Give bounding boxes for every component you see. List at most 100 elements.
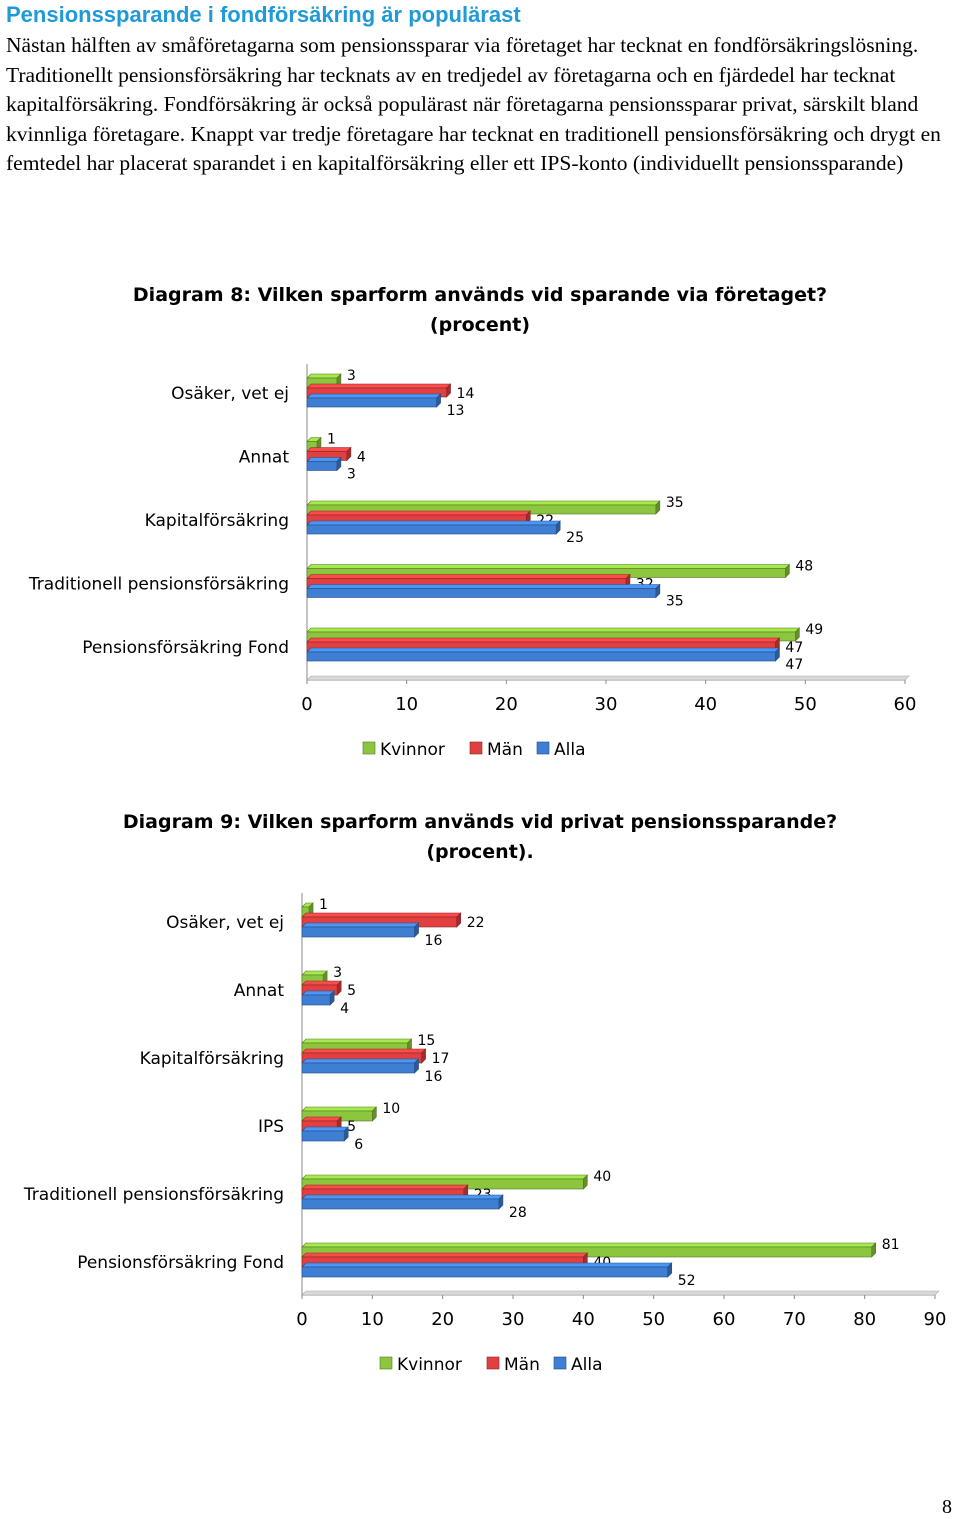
legend-label: Kvinnor xyxy=(397,1355,462,1375)
x-tick-label: 10 xyxy=(361,1309,384,1330)
legend-label: Alla xyxy=(571,1355,603,1375)
legend-swatch xyxy=(469,741,483,755)
data-label: 4 xyxy=(340,1001,349,1017)
x-tick-label: 20 xyxy=(495,694,518,715)
bar-alla xyxy=(301,1126,349,1142)
data-label: 10 xyxy=(382,1101,400,1117)
category-label: Annat xyxy=(239,448,290,468)
chart-9-subtitle: (procent). xyxy=(426,841,534,863)
bar-alla xyxy=(301,990,335,1006)
chart-8-title: Diagram 8: Vilken sparform används vid s… xyxy=(132,284,828,306)
x-tick-label: 80 xyxy=(853,1309,876,1330)
x-tick-label: 10 xyxy=(395,694,418,715)
data-label: 35 xyxy=(666,495,684,511)
data-label: 1 xyxy=(327,432,336,448)
data-label: 47 xyxy=(785,657,803,673)
data-label: 47 xyxy=(785,640,803,656)
x-tick-label: 50 xyxy=(642,1309,665,1330)
chart-9-title-block: Diagram 9: Vilken sparform används vid p… xyxy=(0,807,960,867)
bar-man xyxy=(301,1252,589,1268)
data-label: 25 xyxy=(566,530,584,546)
legend-item-man: Män xyxy=(486,1355,540,1375)
data-label: 40 xyxy=(593,1169,611,1185)
x-tick-label: 60 xyxy=(894,694,917,715)
data-label: 52 xyxy=(678,1273,696,1289)
legend-swatch xyxy=(553,1356,567,1370)
legend-label: Alla xyxy=(554,740,586,760)
chart-8-title-block: Diagram 8: Vilken sparform används vid s… xyxy=(0,280,960,340)
category-label: Osäker, vet ej xyxy=(166,913,284,933)
bar-man xyxy=(306,510,531,525)
data-label: 22 xyxy=(467,915,485,931)
data-label: 16 xyxy=(425,1069,443,1085)
category-label: Osäker, vet ej xyxy=(171,384,289,404)
legend-item-alla: Alla xyxy=(536,740,586,760)
chart-9-title: Diagram 9: Vilken sparform används vid p… xyxy=(122,811,838,833)
category-label: Traditionell pensionsförsäkring xyxy=(23,1185,284,1205)
chart-8: Osäker, vet ej31413Annat143Kapitalförsäk… xyxy=(28,364,917,760)
legend-swatch xyxy=(379,1356,393,1370)
bar-alla xyxy=(306,393,442,408)
legend-label: Män xyxy=(504,1355,540,1375)
bar-alla xyxy=(301,1262,673,1278)
x-tick-label: 90 xyxy=(924,1309,947,1330)
chart-8-subtitle: (procent) xyxy=(429,314,531,336)
category-label: IPS xyxy=(258,1117,284,1137)
chart-floor xyxy=(306,675,910,681)
bar-man xyxy=(306,446,352,462)
legend-item-alla: Alla xyxy=(553,1355,603,1375)
data-label: 3 xyxy=(347,467,356,483)
data-label: 13 xyxy=(447,403,465,419)
x-tick-label: 40 xyxy=(572,1309,595,1330)
data-label: 1 xyxy=(319,897,328,913)
page-number: 8 xyxy=(942,1496,952,1518)
bar-alla xyxy=(301,1058,420,1074)
bar-alla xyxy=(301,922,420,938)
bar-kvinnor xyxy=(306,500,661,515)
x-tick-label: 20 xyxy=(431,1309,454,1330)
bar-man xyxy=(301,980,342,996)
category-label: Kapitalförsäkring xyxy=(145,511,289,531)
legend-label: Män xyxy=(487,740,523,760)
bar-man xyxy=(306,383,452,398)
chart-9: Osäker, vet ej12216Annat354Kapitalförsäk… xyxy=(23,893,947,1375)
bar-man xyxy=(306,573,631,589)
data-label: 14 xyxy=(457,386,475,402)
data-label: 35 xyxy=(666,594,684,610)
bar-man xyxy=(301,1048,427,1064)
data-label: 48 xyxy=(795,559,813,575)
bar-kvinnor xyxy=(301,1106,378,1122)
body-paragraph: Nästan hälften av småföretagarna som pen… xyxy=(6,33,941,175)
x-tick-label: 50 xyxy=(794,694,817,715)
legend-swatch xyxy=(362,741,376,755)
section-heading: Pensionssparande i fondförsäkring är pop… xyxy=(6,2,521,27)
x-tick-label: 60 xyxy=(713,1309,736,1330)
category-label: Annat xyxy=(234,981,285,1001)
data-label: 17 xyxy=(432,1051,450,1067)
bar-kvinnor xyxy=(306,627,801,642)
data-label: 5 xyxy=(347,1119,356,1135)
legend-label: Kvinnor xyxy=(380,740,445,760)
bar-man xyxy=(306,637,781,652)
data-label: 3 xyxy=(333,965,342,981)
data-label: 28 xyxy=(509,1205,527,1221)
bar-alla xyxy=(306,456,342,472)
legend-swatch xyxy=(536,741,550,755)
legend-item-man: Män xyxy=(469,740,523,760)
data-label: 4 xyxy=(357,450,366,466)
legend-item-kvinnor: Kvinnor xyxy=(379,1355,462,1375)
data-label: 5 xyxy=(347,983,356,999)
data-label: 81 xyxy=(882,1237,900,1253)
chart-floor xyxy=(301,1290,940,1296)
data-label: 3 xyxy=(347,368,356,384)
bar-alla xyxy=(306,520,561,535)
legend-item-kvinnor: Kvinnor xyxy=(362,740,445,760)
data-label: 16 xyxy=(425,933,443,949)
data-label: 15 xyxy=(418,1033,436,1049)
x-tick-label: 0 xyxy=(301,694,312,715)
category-label: Pensionsförsäkring Fond xyxy=(82,638,289,658)
x-tick-label: 30 xyxy=(595,694,618,715)
x-tick-label: 0 xyxy=(296,1309,307,1330)
category-label: Pensionsförsäkring Fond xyxy=(77,1253,284,1273)
legend-swatch xyxy=(486,1356,500,1370)
